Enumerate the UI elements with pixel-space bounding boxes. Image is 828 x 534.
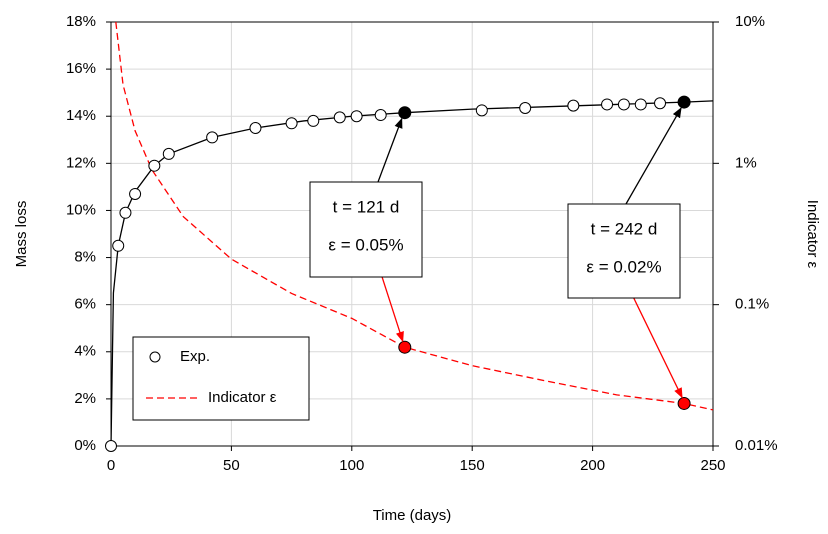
y-tick-label: 8% [74,249,96,266]
y-tick-label: 6% [74,296,96,313]
data-point [374,109,387,122]
data-point [677,95,691,109]
annotation-text: t = 121 d [333,197,400,216]
data-point [677,396,691,410]
data-point [601,98,614,111]
y-axis-label: Mass loss [13,201,30,268]
data-point [105,440,117,452]
data-point [350,110,363,123]
y-tick-label: 18% [66,13,96,30]
data-point [112,239,125,252]
annotation-text: ε = 0.02% [586,257,661,276]
data-point [148,159,161,172]
y2-tick-label: 0.01% [735,437,778,454]
plot-frame [110,21,714,447]
data-point [398,340,412,354]
data-point [307,114,320,127]
y2-tick-label: 0.1% [735,296,769,313]
legend-label: Exp. [180,348,210,365]
annotation-box [309,181,423,278]
x-tick-label: 50 [223,457,240,474]
data-point [567,99,580,112]
data-point [654,97,667,110]
y-tick-label: 2% [74,390,96,407]
x-tick-label: 0 [107,457,115,474]
data-point [398,106,412,120]
data-point [285,117,298,130]
data-point [129,187,142,200]
x-axis-label: Time (days) [373,507,452,524]
series-line [115,21,714,411]
legend-box [132,336,310,421]
y-tick-label: 10% [66,201,96,218]
y2-tick-label: 10% [735,13,765,30]
y-tick-label: 16% [66,60,96,77]
y-tick-label: 0% [74,437,96,454]
data-point [249,122,262,134]
arrow [377,117,403,183]
legend-marker [149,351,161,363]
y2-tick-label: 1% [735,154,757,171]
x-tick-label: 150 [460,457,485,474]
x-tick-label: 100 [339,457,364,474]
arrow [625,107,682,205]
data-point [634,98,647,111]
x-tick-label: 200 [580,457,605,474]
annotation-text: ε = 0.05% [328,235,403,254]
data-point [206,131,219,144]
y-tick-label: 4% [74,343,96,360]
data-point [475,104,488,117]
data-point [119,206,132,219]
y-tick-label: 14% [66,107,96,124]
data-point [519,101,532,114]
legend-label: Indicator ε [208,389,277,406]
y-tick-label: 12% [66,154,96,171]
data-point [333,111,346,124]
annotation-text: t = 242 d [591,219,658,238]
data-point [617,98,630,111]
data-point [162,147,175,160]
y2-axis-label: Indicator ε [804,200,821,269]
annotation-box [567,203,681,299]
x-tick-label: 250 [700,457,725,474]
